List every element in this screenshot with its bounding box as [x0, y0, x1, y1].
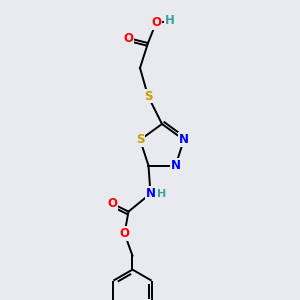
- Text: S: S: [144, 89, 152, 103]
- Text: H: H: [157, 189, 166, 199]
- Text: O: O: [151, 16, 161, 29]
- Text: S: S: [136, 134, 144, 146]
- Text: O: O: [119, 227, 130, 240]
- Text: H: H: [165, 14, 175, 28]
- Text: O: O: [123, 32, 133, 44]
- Text: O: O: [107, 197, 118, 210]
- Text: N: N: [146, 187, 155, 200]
- Text: N: N: [170, 159, 181, 172]
- Text: N: N: [179, 134, 189, 146]
